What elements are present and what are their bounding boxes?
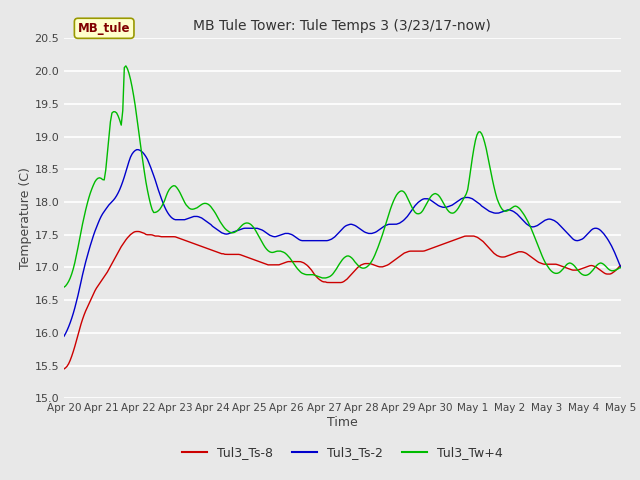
Y-axis label: Temperature (C): Temperature (C) [19,168,31,269]
Title: MB Tule Tower: Tule Temps 3 (3/23/17-now): MB Tule Tower: Tule Temps 3 (3/23/17-now… [193,19,492,33]
X-axis label: Time: Time [327,416,358,429]
Legend: Tul3_Ts-8, Tul3_Ts-2, Tul3_Tw+4: Tul3_Ts-8, Tul3_Ts-2, Tul3_Tw+4 [177,441,508,464]
Text: MB_tule: MB_tule [78,22,131,35]
